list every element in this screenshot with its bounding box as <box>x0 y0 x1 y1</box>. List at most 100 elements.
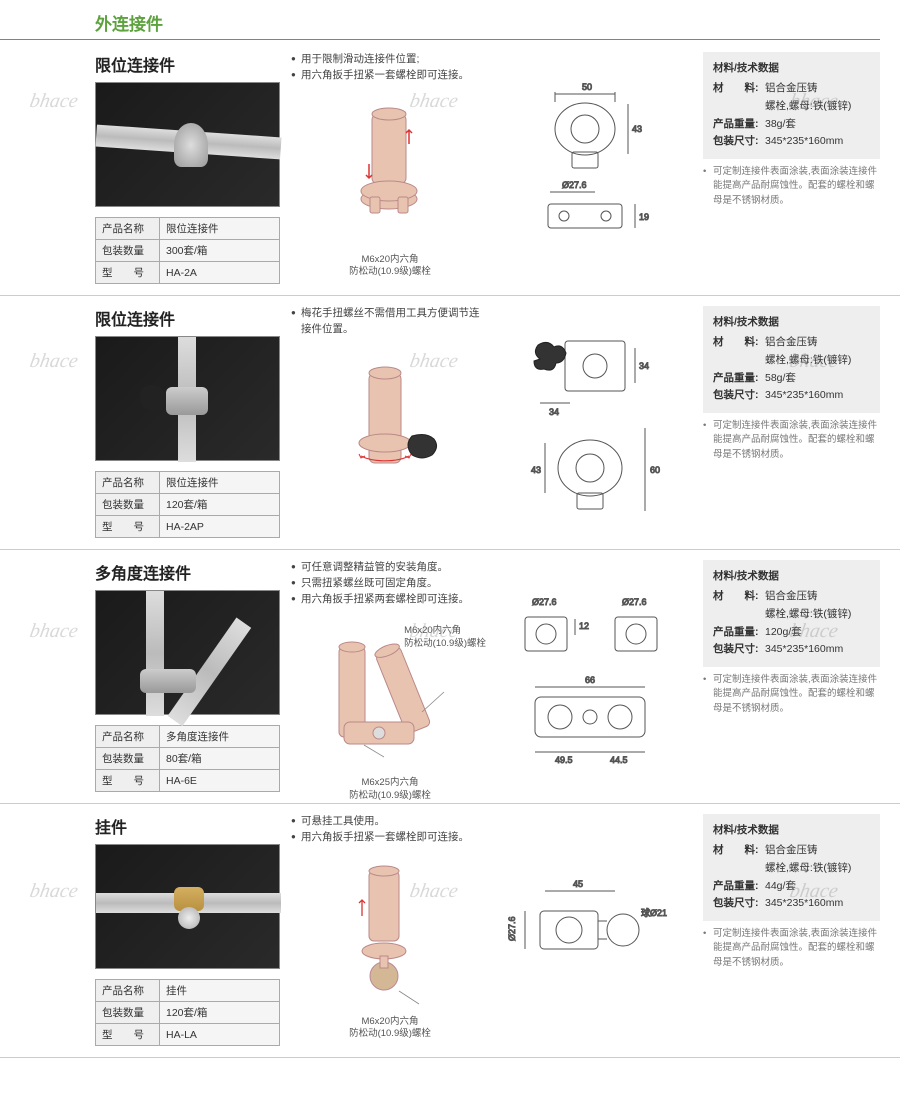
bullet-item: 可悬挂工具使用。 <box>291 814 489 830</box>
svg-text:12: 12 <box>579 621 589 631</box>
tech-value-pack: 345*235*160mm <box>765 895 843 913</box>
value-qty: 300套/箱 <box>160 240 280 262</box>
svg-text:Ø27.6: Ø27.6 <box>622 597 647 607</box>
value-qty: 80套/箱 <box>160 748 280 770</box>
info-table: 产品名称限位连接件 包装数量120套/箱 型 号HA-2AP <box>95 471 280 538</box>
bullet-item: 可任意调整精益管的安装角度。 <box>291 560 489 576</box>
tech-label-pack: 包装尺寸: <box>713 641 765 659</box>
label-name: 产品名称 <box>96 218 160 240</box>
value-model: HA-2AP <box>160 516 280 538</box>
feature-bullets: 用于限制滑动连接件位置;用六角扳手扭紧一套螺栓即可连接。 <box>291 52 489 84</box>
label-qty: 包装数量 <box>96 748 160 770</box>
bullet-item: 用六角扳手扭紧一套螺栓即可连接。 <box>291 68 489 84</box>
render-caption-2: M6x20内六角防松动(10.9级)螺栓 <box>404 625 486 650</box>
label-model: 型 号 <box>96 1024 160 1046</box>
bullet-item: 用于限制滑动连接件位置; <box>291 52 489 68</box>
tech-value-pack: 345*235*160mm <box>765 387 843 405</box>
svg-text:43: 43 <box>531 465 541 475</box>
tech-data-box: 材料/技术数据 材 料:铝合金压铸螺栓,螺母:铁(镀锌) 产品重量:58g/套 … <box>703 306 880 413</box>
tech-value-material: 铝合金压铸螺栓,螺母:铁(镀锌) <box>765 842 851 878</box>
tech-value-material: 铝合金压铸螺栓,螺母:铁(镀锌) <box>765 80 851 116</box>
tech-note: 可定制连接件表面涂装,表面涂装连接件能提高产品耐腐蚀性。配套的螺栓和螺母是不锈钢… <box>703 413 880 462</box>
feature-bullets: 可任意调整精益管的安装角度。只需扭紧螺丝既可固定角度。用六角扳手扭紧两套螺栓即可… <box>291 560 489 607</box>
feature-bullets: 梅花手扭螺丝不需借用工具方便调节连接件位置。 <box>291 306 489 338</box>
value-model: HA-2A <box>160 262 280 284</box>
svg-text:66: 66 <box>585 675 595 685</box>
info-table: 产品名称限位连接件 包装数量300套/箱 型 号HA-2A <box>95 217 280 284</box>
tech-label-pack: 包装尺寸: <box>713 895 765 913</box>
feature-bullets: 可悬挂工具使用。用六角扳手扭紧一套螺栓即可连接。 <box>291 814 489 846</box>
svg-text:45: 45 <box>573 879 583 889</box>
product-photo <box>95 336 280 461</box>
tech-value-pack: 345*235*160mm <box>765 133 843 151</box>
technical-drawing: Ø27.6 Ø27.6 12 66 49.5 44.5 <box>495 560 695 803</box>
label-name: 产品名称 <box>96 726 160 748</box>
svg-text:34: 34 <box>639 361 649 371</box>
technical-drawing: 34 34 43 60 <box>495 306 695 549</box>
svg-text:49.5: 49.5 <box>555 755 573 765</box>
tech-value-material: 铝合金压铸螺栓,螺母:铁(镀锌) <box>765 334 851 370</box>
tech-header: 材料/技术数据 <box>713 314 870 332</box>
value-name: 多角度连接件 <box>160 726 280 748</box>
tech-label-material: 材 料: <box>713 588 765 624</box>
value-name: 限位连接件 <box>160 218 280 240</box>
value-model: HA-6E <box>160 770 280 792</box>
tech-value-weight: 58g/套 <box>765 370 796 388</box>
product-photo <box>95 590 280 715</box>
tech-label-weight: 产品重量: <box>713 116 765 134</box>
page-title: 外连接件 <box>0 0 880 40</box>
info-table: 产品名称挂件 包装数量120套/箱 型 号HA-LA <box>95 979 280 1046</box>
render-caption: M6x20内六角防松动(10.9级)螺栓 <box>291 254 489 279</box>
product-row: 限位连接件 产品名称限位连接件 包装数量120套/箱 型 号HA-2AP 梅花手… <box>0 300 900 550</box>
label-qty: 包装数量 <box>96 240 160 262</box>
svg-text:Ø27.6: Ø27.6 <box>532 597 557 607</box>
bullet-item: 用六角扳手扭紧一套螺栓即可连接。 <box>291 830 489 846</box>
svg-text:50: 50 <box>582 82 592 92</box>
label-name: 产品名称 <box>96 980 160 1002</box>
info-table: 产品名称多角度连接件 包装数量80套/箱 型 号HA-6E <box>95 725 280 792</box>
tech-label-weight: 产品重量: <box>713 878 765 896</box>
tech-note: 可定制连接件表面涂装,表面涂装连接件能提高产品耐腐蚀性。配套的螺栓和螺母是不锈钢… <box>703 921 880 970</box>
tech-label-material: 材 料: <box>713 80 765 116</box>
product-render <box>291 94 486 254</box>
tech-data-box: 材料/技术数据 材 料:铝合金压铸螺栓,螺母:铁(镀锌) 产品重量:44g/套 … <box>703 814 880 921</box>
svg-text:60: 60 <box>650 465 660 475</box>
tech-header: 材料/技术数据 <box>713 60 870 78</box>
tech-data-box: 材料/技术数据 材 料:铝合金压铸螺栓,螺母:铁(镀锌) 产品重量:38g/套 … <box>703 52 880 159</box>
tech-label-pack: 包装尺寸: <box>713 387 765 405</box>
product-title: 多角度连接件 <box>95 560 285 584</box>
value-qty: 120套/箱 <box>160 494 280 516</box>
bullet-item: 梅花手扭螺丝不需借用工具方便调节连接件位置。 <box>291 306 489 338</box>
svg-text:Ø27.6: Ø27.6 <box>562 180 587 190</box>
product-row: 挂件 产品名称挂件 包装数量120套/箱 型 号HA-LA 可悬挂工具使用。用六… <box>0 808 900 1058</box>
label-model: 型 号 <box>96 770 160 792</box>
value-qty: 120套/箱 <box>160 1002 280 1024</box>
tech-value-material: 铝合金压铸螺栓,螺母:铁(镀锌) <box>765 588 851 624</box>
value-name: 挂件 <box>160 980 280 1002</box>
label-model: 型 号 <box>96 262 160 284</box>
bullet-item: 用六角扳手扭紧两套螺栓即可连接。 <box>291 592 489 608</box>
product-title: 限位连接件 <box>95 306 285 330</box>
render-caption: M6x20内六角防松动(10.9级)螺栓 <box>291 1016 489 1041</box>
tech-label-weight: 产品重量: <box>713 370 765 388</box>
svg-text:Ø27.6: Ø27.6 <box>507 916 517 941</box>
tech-note: 可定制连接件表面涂装,表面涂装连接件能提高产品耐腐蚀性。配套的螺栓和螺母是不锈钢… <box>703 667 880 716</box>
render-caption: M6x25内六角防松动(10.9级)螺栓 <box>291 777 489 802</box>
tech-value-weight: 120g/套 <box>765 624 802 642</box>
tech-label-material: 材 料: <box>713 334 765 370</box>
svg-text:43: 43 <box>632 124 642 134</box>
tech-header: 材料/技术数据 <box>713 822 870 840</box>
svg-text:球Ø21: 球Ø21 <box>641 907 667 918</box>
tech-label-pack: 包装尺寸: <box>713 133 765 151</box>
product-render <box>291 348 486 508</box>
tech-label-material: 材 料: <box>713 842 765 878</box>
product-row: 多角度连接件 产品名称多角度连接件 包装数量80套/箱 型 号HA-6E 可任意… <box>0 554 900 804</box>
product-title: 限位连接件 <box>95 52 285 76</box>
tech-label-weight: 产品重量: <box>713 624 765 642</box>
product-photo <box>95 82 280 207</box>
value-name: 限位连接件 <box>160 472 280 494</box>
product-render <box>291 856 486 1016</box>
technical-drawing: 50 43 Ø27.6 19 <box>495 52 695 295</box>
tech-value-weight: 44g/套 <box>765 878 796 896</box>
svg-text:44.5: 44.5 <box>610 755 628 765</box>
